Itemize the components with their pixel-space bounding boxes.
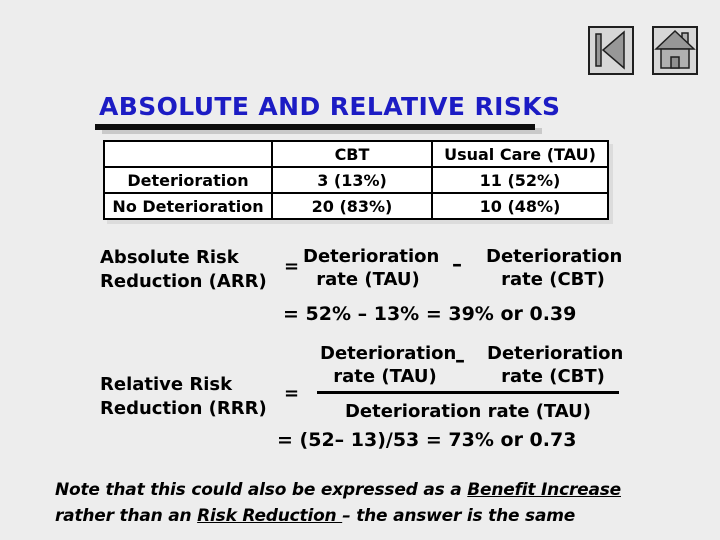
cell-no-deterioration-cbt: 20 (83%) [271,192,433,220]
first-slide-button[interactable] [588,26,634,75]
cell-deterioration-cbt: 3 (13%) [271,166,433,194]
cell-deterioration-tau: 11 (52%) [431,166,609,194]
table-header-empty [103,140,273,168]
arr-term-tau-line2: rate (TAU) [316,269,420,290]
rrr-numerator-term-tau: Deterioration rate (TAU) [320,342,457,388]
rrr-numerator-term-cbt: Deterioration rate (CBT) [487,342,624,388]
table-row: No Deterioration 20 (83%) 10 (48%) [103,192,609,220]
rrr-denominator: Deterioration rate (TAU) [344,401,592,422]
table-header-row: CBT Usual Care (TAU) [103,140,609,168]
arr-term-cbt-line2: rate (CBT) [501,269,605,290]
home-icon [654,28,696,73]
rrr-numerator-tau-line1: Deterioration [320,343,457,364]
rrr-label: Relative Risk Reduction (RRR) [100,373,267,421]
arr-result: = 52% – 13% = 39% or 0.39 [283,303,577,325]
rrr-minus-sign: – [455,348,465,372]
arr-minus-sign: – [452,252,462,276]
table-header-cbt: CBT [271,140,433,168]
arr-equals-sign: = [284,256,300,277]
footnote-line2-prefix: rather than an [55,506,198,526]
rrr-label-line1: Relative Risk [100,374,233,395]
rrr-label-line2: Reduction (RRR) [100,398,267,419]
rrr-equals-sign: = [284,383,300,404]
arr-term-tau-line1: Deterioration [303,246,440,267]
row-label-deterioration: Deterioration [103,166,273,194]
rrr-numerator-tau-line2: rate (TAU) [333,366,437,387]
first-slide-arrow-icon [590,28,632,73]
footnote: Note that this could also be expressed a… [55,477,695,529]
rrr-fraction-bar [317,391,619,394]
arr-term-tau: Deterioration rate (TAU) [303,245,440,291]
rrr-numerator-cbt-line2: rate (CBT) [501,366,605,387]
page-title: ABSOLUTE AND RELATIVE RISKS [99,92,561,121]
home-button[interactable] [652,26,698,75]
arr-term-cbt: Deterioration rate (CBT) [486,245,623,291]
arr-term-cbt-line1: Deterioration [486,246,623,267]
title-underline [95,124,535,130]
footnote-benefit-increase-underlined: Benefit Increase [467,480,621,500]
footnote-line1-text: Note that this could also be expressed a… [55,480,468,500]
table-header-usual-care: Usual Care (TAU) [431,140,609,168]
rrr-numerator-cbt-line1: Deterioration [487,343,624,364]
row-label-no-deterioration: No Deterioration [103,192,273,220]
rrr-result: = (52– 13)/53 = 73% or 0.73 [277,429,577,451]
footnote-line2: rather than an Risk Reduction – the answ… [55,503,695,529]
footnote-line1: Note that this could also be expressed a… [55,477,695,503]
footnote-line2-suffix: – the answer is the same [342,506,576,526]
table-row: Deterioration 3 (13%) 11 (52%) [103,166,609,194]
arr-label-line1: Absolute Risk [100,247,239,268]
arr-label-line2: Reduction (ARR) [100,271,267,292]
cell-no-deterioration-tau: 10 (48%) [431,192,609,220]
footnote-risk-reduction-underlined: Risk Reduction [197,506,343,526]
arr-label: Absolute Risk Reduction (ARR) [100,246,267,294]
risk-table: CBT Usual Care (TAU) Deterioration 3 (13… [103,140,609,220]
